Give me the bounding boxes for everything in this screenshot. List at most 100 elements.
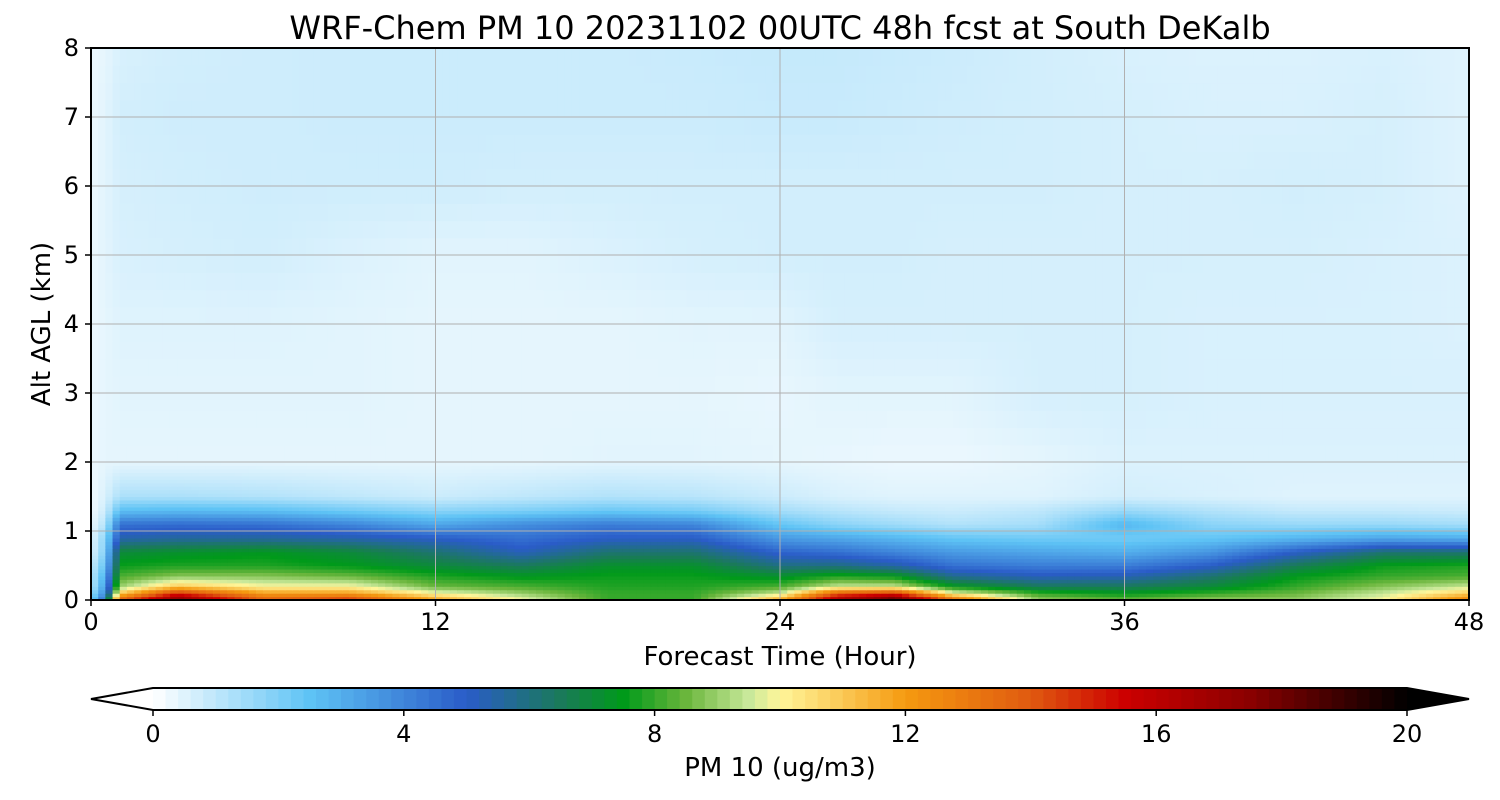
field-cell bbox=[1268, 596, 1276, 600]
field-cell bbox=[1282, 531, 1291, 536]
field-cell bbox=[1002, 541, 1011, 546]
field-cell bbox=[916, 572, 925, 577]
field-cell bbox=[873, 555, 882, 560]
field-cell bbox=[198, 527, 207, 532]
field-cell bbox=[557, 548, 566, 553]
field-cell bbox=[306, 517, 315, 522]
field-cell bbox=[1131, 537, 1140, 542]
field-cell bbox=[184, 534, 193, 539]
field-cell bbox=[1224, 586, 1233, 591]
field-cell bbox=[794, 510, 803, 515]
field-cell bbox=[1110, 520, 1118, 525]
field-cell bbox=[342, 531, 350, 536]
field-cell bbox=[923, 596, 932, 600]
field-cell bbox=[1253, 517, 1262, 522]
field-cell bbox=[1074, 555, 1083, 560]
field-cell bbox=[435, 575, 444, 580]
field-cell bbox=[1425, 551, 1434, 556]
field-cell bbox=[607, 531, 616, 536]
field-cell bbox=[758, 575, 767, 580]
field-cell bbox=[1303, 572, 1312, 577]
field-cell bbox=[765, 531, 774, 536]
field-cell bbox=[557, 551, 566, 556]
field-cell bbox=[758, 589, 767, 594]
field-cell bbox=[306, 548, 315, 553]
field-cell bbox=[1196, 568, 1205, 573]
field-cell bbox=[335, 524, 343, 529]
field-cell bbox=[335, 537, 343, 542]
field-cell bbox=[622, 568, 630, 573]
field-cell bbox=[744, 565, 752, 570]
field-cell bbox=[105, 537, 114, 542]
field-cell bbox=[909, 524, 917, 529]
field-cell bbox=[1110, 541, 1118, 546]
field-cell bbox=[112, 572, 121, 577]
field-cell bbox=[126, 548, 135, 553]
field-cell bbox=[399, 524, 408, 529]
field-cell bbox=[435, 534, 444, 539]
field-cell bbox=[284, 596, 293, 600]
field-cell bbox=[1296, 531, 1305, 536]
field-cell bbox=[715, 568, 724, 573]
field-cell bbox=[1325, 520, 1334, 525]
field-cell bbox=[880, 589, 889, 594]
field-cell bbox=[198, 524, 207, 529]
field-cell bbox=[937, 527, 946, 532]
field-cell bbox=[169, 572, 178, 577]
field-cell bbox=[385, 531, 394, 536]
field-cell bbox=[299, 513, 307, 518]
field-cell bbox=[105, 596, 114, 600]
field-cell bbox=[1153, 524, 1161, 529]
field-cell bbox=[887, 551, 896, 556]
field-cell bbox=[1138, 572, 1147, 577]
field-cell bbox=[1232, 520, 1240, 525]
field-cell bbox=[1117, 589, 1126, 594]
field-cell bbox=[112, 548, 121, 553]
field-cell bbox=[1024, 575, 1032, 580]
field-cell bbox=[1289, 524, 1298, 529]
field-cell bbox=[607, 524, 616, 529]
field-cell bbox=[184, 531, 193, 536]
field-cell bbox=[837, 534, 846, 539]
field-cell bbox=[327, 510, 336, 515]
field-cell bbox=[528, 572, 537, 577]
field-cell bbox=[1253, 589, 1262, 594]
field-cell bbox=[923, 517, 932, 522]
field-cell bbox=[1102, 510, 1111, 515]
field-cell bbox=[500, 524, 508, 529]
field-cell bbox=[1160, 572, 1169, 577]
field-cell bbox=[492, 596, 501, 600]
field-cell bbox=[1153, 527, 1161, 532]
field-cell bbox=[177, 510, 185, 515]
field-cell bbox=[837, 555, 846, 560]
field-cell bbox=[1016, 568, 1025, 573]
field-cell bbox=[514, 582, 523, 587]
field-cell bbox=[686, 513, 695, 518]
field-cell bbox=[91, 548, 99, 553]
field-cell bbox=[837, 541, 846, 546]
field-cell bbox=[1203, 537, 1212, 542]
field-cell bbox=[521, 593, 530, 598]
field-cell bbox=[693, 548, 702, 553]
field-cell bbox=[1189, 531, 1197, 536]
field-cell bbox=[937, 537, 946, 542]
field-cell bbox=[1067, 544, 1075, 549]
field-cell bbox=[1447, 555, 1456, 560]
field-cell bbox=[1016, 524, 1025, 529]
field-cell bbox=[1146, 593, 1154, 598]
field-cell bbox=[370, 572, 379, 577]
field-cell bbox=[134, 520, 142, 525]
field-cell bbox=[1461, 541, 1469, 546]
field-cell bbox=[220, 558, 228, 563]
field-cell bbox=[837, 596, 846, 600]
field-cell bbox=[1440, 527, 1449, 532]
field-cell bbox=[507, 520, 516, 525]
field-cell bbox=[191, 589, 200, 594]
field-cell bbox=[722, 517, 731, 522]
field-cell bbox=[313, 558, 322, 563]
field-cell bbox=[277, 568, 286, 573]
field-cell bbox=[1052, 551, 1061, 556]
field-cell bbox=[1059, 510, 1068, 515]
field-cell bbox=[772, 586, 781, 591]
field-cell bbox=[428, 524, 437, 529]
